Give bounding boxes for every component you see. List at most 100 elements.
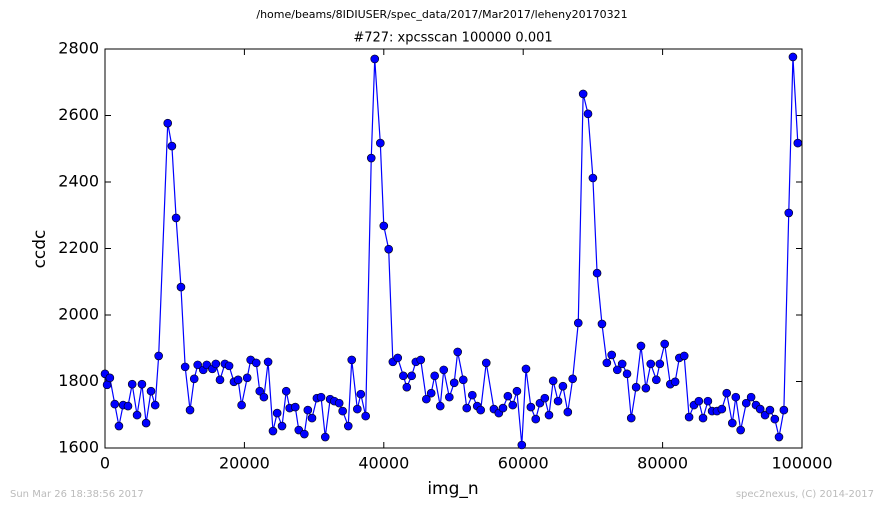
data-point [736,425,745,435]
data-point [281,386,291,396]
data-point [765,405,775,415]
x-tick-label: 20000 [219,454,270,473]
y-tick-label: 2200 [58,238,99,257]
data-point [154,351,163,361]
chart-title: /home/beams/8IDIUSER/spec_data/2017/Mar2… [256,8,627,21]
data-point [316,392,326,402]
data-point [127,379,137,389]
data-point [163,118,173,128]
data-point [622,369,632,379]
data-point [320,432,330,442]
data-point [237,400,246,410]
data-point [224,361,234,371]
data-point [578,89,588,99]
data-point [343,421,353,431]
data-point [110,399,120,409]
data-point [137,379,147,389]
data-point [503,391,513,401]
x-tick-label: 40000 [358,454,409,473]
data-point [531,414,541,424]
data-point [167,141,177,151]
plot-frame [104,48,803,449]
data-point [652,375,661,385]
data-point [770,414,780,424]
data-point [272,408,282,418]
data-point [132,410,142,420]
data-point [105,373,115,383]
data-point [334,398,344,408]
y-tick-label: 1600 [58,438,99,457]
data-point [793,138,803,148]
y-axis-label: ccdc [30,230,50,269]
data-point [185,405,195,415]
data-point [353,404,362,414]
data-point [445,392,454,402]
y-tick-label: 2800 [58,39,99,58]
data-point [193,360,203,370]
data-point [376,138,385,148]
data-point [422,394,431,404]
data-point [563,407,573,417]
data-point [146,386,156,396]
data-point [617,359,627,369]
data-point [468,390,477,400]
data-point [366,153,376,163]
data-point [636,341,646,351]
series-line [104,56,799,446]
data-point [512,386,522,396]
data-point [779,405,789,415]
x-tick-label: 100000 [771,454,832,473]
chart-subtitle: #727: xpcsscan 100000 0.001 [353,31,552,46]
data-point [660,339,669,349]
data-point [679,351,689,361]
timestamp: Sun Mar 26 18:38:56 2017 [10,489,144,500]
data-point [399,371,408,381]
data-point [211,359,221,369]
data-point [176,282,186,292]
data-point [558,381,568,391]
data-point [307,413,317,423]
data-point [407,371,416,381]
y-tick-label: 2000 [58,305,99,324]
data-point [416,355,426,365]
data-point [655,359,665,369]
data-point [774,432,784,442]
data-point [526,402,536,412]
data-point [698,413,708,423]
data-point [171,213,181,223]
data-point [631,382,641,392]
y-tick-label: 2400 [58,172,99,191]
data-point [788,52,798,62]
data-point [544,410,554,420]
data-point [670,377,680,387]
data-point [114,421,124,431]
data-point [784,208,794,218]
data-point [722,388,732,398]
y-tick-label: 2600 [58,105,99,124]
data-point [347,355,357,365]
data-point [458,375,468,385]
data-point [242,373,252,383]
data-point [641,383,651,393]
data-point [476,405,485,415]
x-tick-label: 0 [100,454,110,473]
data-point [481,358,491,368]
data-point [646,359,656,369]
data-point [684,412,694,422]
data-point [263,357,273,367]
data-point [384,244,393,254]
data-point [356,389,366,399]
data-point [251,358,261,368]
data-point [521,364,531,374]
data-point [215,375,225,385]
data-point [612,365,622,375]
data-point [141,418,151,428]
data-point [462,403,472,413]
data-point [255,386,265,396]
data-point [755,404,765,414]
credit: spec2nexus, (C) 2014-2017 [736,489,874,500]
data-point [439,365,449,375]
data-point [370,54,380,64]
data-point [731,392,741,402]
data-point [573,318,583,328]
